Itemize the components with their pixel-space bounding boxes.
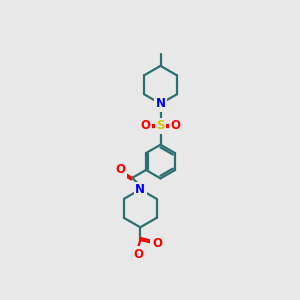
Text: O: O [134, 248, 144, 260]
Text: N: N [135, 183, 145, 196]
Text: O: O [115, 164, 125, 176]
Text: N: N [155, 97, 166, 110]
Text: S: S [156, 119, 165, 132]
Text: O: O [171, 119, 181, 132]
Text: H: H [130, 253, 138, 262]
Text: O: O [140, 119, 150, 132]
Text: O: O [152, 237, 162, 250]
